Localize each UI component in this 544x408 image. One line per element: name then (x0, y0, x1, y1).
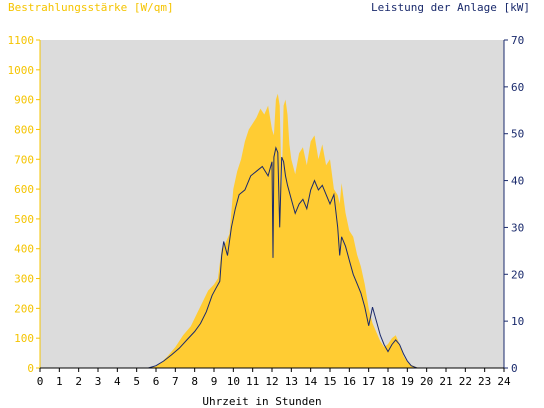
left-y-ticks: 0 100 200 300 400 500 600 700 800 900 1000 1100 (8, 34, 40, 375)
left-tick-label: 300 (14, 273, 34, 286)
left-tick-label: 900 (14, 94, 34, 107)
x-tick-label: 9 (211, 375, 218, 388)
right-tick-label: 0 (511, 362, 518, 375)
x-tick-label: 16 (343, 375, 356, 388)
left-tick-label: 800 (14, 123, 34, 136)
right-tick-label: 10 (511, 315, 524, 328)
left-tick-label: 0 (27, 362, 34, 375)
x-axis-label: Uhrzeit in Stunden (202, 395, 321, 408)
left-tick-label: 1100 (8, 34, 35, 47)
x-tick-label: 22 (459, 375, 472, 388)
x-tick-label: 13 (285, 375, 298, 388)
left-tick-label: 600 (14, 183, 34, 196)
x-tick-label: 12 (265, 375, 278, 388)
x-tick-label: 20 (420, 375, 433, 388)
right-tick-label: 50 (511, 128, 524, 141)
x-tick-label: 3 (95, 375, 102, 388)
x-tick-label: 10 (227, 375, 240, 388)
x-tick-label: 4 (114, 375, 121, 388)
left-tick-label: 100 (14, 332, 34, 345)
left-tick-label: 500 (14, 213, 34, 226)
x-tick-label: 14 (304, 375, 318, 388)
x-tick-label: 11 (246, 375, 259, 388)
irradiance-area (40, 93, 504, 368)
right-tick-label: 20 (511, 268, 524, 281)
left-tick-label: 400 (14, 243, 34, 256)
x-tick-label: 24 (497, 375, 511, 388)
x-tick-label: 21 (439, 375, 452, 388)
right-tick-label: 70 (511, 34, 524, 47)
right-tick-label: 30 (511, 221, 524, 234)
irradiance-area-group (40, 93, 504, 368)
x-tick-label: 17 (362, 375, 375, 388)
left-axis-title: Bestrahlungsstärke [W/qm] (8, 1, 174, 14)
x-tick-label: 23 (478, 375, 491, 388)
x-tick-label: 15 (323, 375, 336, 388)
x-tick-label: 18 (381, 375, 394, 388)
x-tick-label: 19 (401, 375, 414, 388)
x-tick-label: 1 (56, 375, 63, 388)
x-ticks: 0 1 2 3 4 5 6 7 8 9 10 11 12 13 14 15 16 17 18 19 20 21 22 23 24 (37, 368, 511, 388)
right-tick-label: 40 (511, 175, 524, 188)
left-tick-label: 700 (14, 153, 34, 166)
power-line-group (40, 146, 504, 369)
x-tick-label: 0 (37, 375, 44, 388)
right-axis-title: Leistung der Anlage [kW] (371, 1, 530, 14)
x-tick-label: 5 (133, 375, 140, 388)
right-y-ticks: 0 10 20 30 40 50 60 70 (504, 34, 524, 375)
left-tick-label: 200 (14, 302, 34, 315)
x-tick-label: 8 (191, 375, 198, 388)
left-tick-label: 1000 (8, 64, 35, 77)
x-tick-label: 6 (153, 375, 160, 388)
right-tick-label: 60 (511, 81, 524, 94)
x-tick-label: 2 (75, 375, 82, 388)
x-tick-label: 7 (172, 375, 179, 388)
power-line (40, 146, 504, 369)
